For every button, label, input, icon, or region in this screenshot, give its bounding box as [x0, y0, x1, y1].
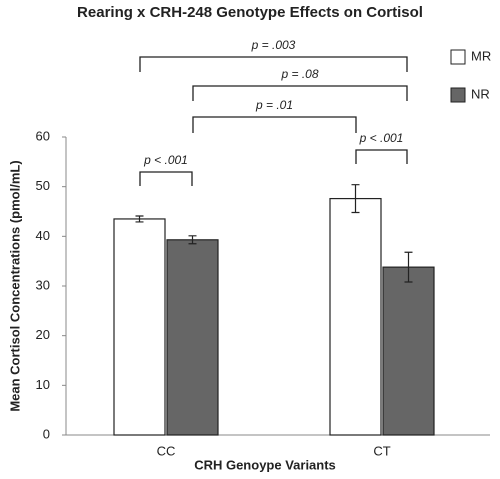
bar — [113, 218, 166, 436]
bar — [382, 266, 435, 436]
y-axis-label: Mean Cortisol Concentrations (pmol/mL) — [7, 160, 22, 411]
x-tick-label: CC — [157, 443, 176, 458]
bar — [329, 197, 382, 436]
annotation: p < .001 — [143, 153, 188, 167]
y-tick-label: 50 — [36, 178, 50, 193]
chart-title: Rearing x CRH-248 Genotype Effects on Co… — [77, 4, 423, 21]
significance-bracket — [139, 56, 408, 72]
y-tick-label: 40 — [36, 228, 50, 243]
y-tick-label: 20 — [36, 327, 50, 342]
x-axis-label: CRH Genoype Variants — [194, 457, 336, 472]
x-tick-label: CT — [373, 443, 390, 458]
legend-label: MR — [471, 48, 491, 63]
annotation: p = .08 — [280, 67, 318, 81]
y-tick-label: 60 — [36, 128, 50, 143]
significance-bracket — [355, 149, 408, 164]
legend-swatch — [450, 87, 466, 103]
legend-swatch — [450, 49, 466, 65]
legend-label: NR — [471, 86, 490, 101]
significance-bracket — [192, 116, 357, 133]
annotation: p = .01 — [255, 98, 293, 112]
annotation: p < .001 — [359, 131, 404, 145]
error-bar — [188, 235, 197, 245]
significance-bracket — [139, 171, 193, 186]
y-tick-label: 30 — [36, 277, 50, 292]
error-bar — [351, 184, 360, 214]
error-bar — [404, 251, 413, 283]
significance-bracket — [192, 85, 408, 101]
y-tick-label: 0 — [43, 426, 50, 441]
y-tick-label: 10 — [36, 377, 50, 392]
annotation: p = .003 — [251, 38, 296, 52]
error-bar — [135, 215, 144, 223]
bar — [166, 239, 219, 436]
